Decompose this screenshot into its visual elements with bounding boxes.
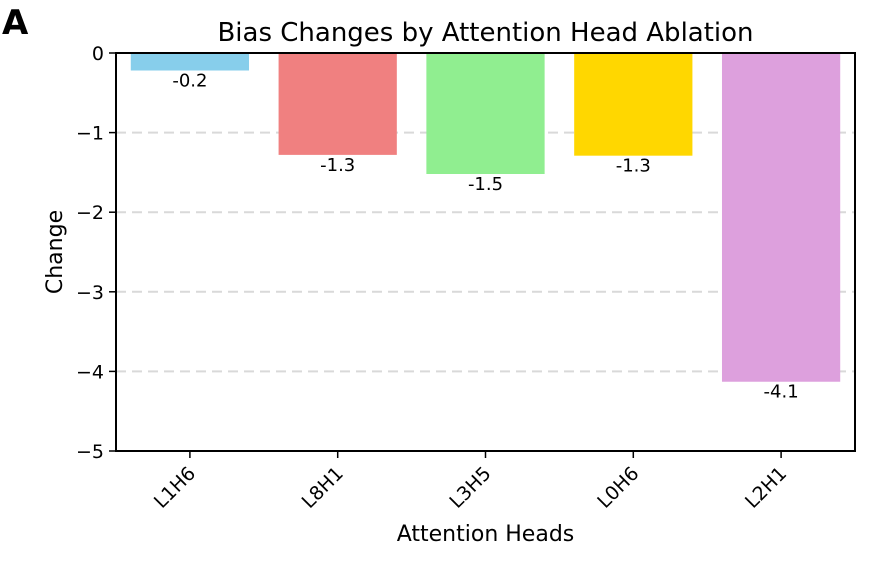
bar-l2h1 (721, 53, 841, 382)
x-tick-label: L0H6 (593, 463, 643, 513)
x-tick-label: L3H5 (445, 463, 495, 513)
bar-l8h1 (278, 53, 397, 155)
y-tick-label: 0 (92, 43, 104, 65)
x-axis: L1H6 L8H1 L3H5 L0H6 L2H1 (150, 451, 791, 513)
panel-label: A (2, 3, 29, 43)
value-label: -0.2 (172, 71, 207, 92)
y-tick-label: −2 (76, 202, 104, 224)
x-axis-label: Attention Heads (397, 522, 575, 547)
value-label: -1.3 (616, 156, 651, 177)
value-labels-group: -0.2 -1.3 -1.5 -1.3 -4.1 (172, 71, 798, 403)
bar-l1h6 (130, 53, 250, 71)
y-tick-label: −4 (76, 361, 104, 383)
chart-title: Bias Changes by Attention Head Ablation (217, 18, 753, 48)
bar-l3h5 (426, 53, 545, 174)
x-tick-label: L1H6 (150, 463, 200, 513)
y-axis: 0 −1 −2 −3 −4 −5 (76, 43, 116, 463)
bars-group (130, 53, 841, 382)
value-label: -4.1 (764, 382, 799, 403)
y-axis-label: Change (43, 210, 68, 294)
y-tick-label: −5 (76, 441, 104, 463)
y-tick-label: −1 (76, 123, 104, 145)
y-tick-label: −3 (76, 282, 104, 304)
x-tick-label: L2H1 (741, 463, 791, 513)
x-tick-label: L8H1 (298, 463, 348, 513)
bar-l0h6 (574, 53, 693, 156)
value-label: -1.3 (320, 155, 355, 176)
value-label: -1.5 (468, 174, 503, 195)
